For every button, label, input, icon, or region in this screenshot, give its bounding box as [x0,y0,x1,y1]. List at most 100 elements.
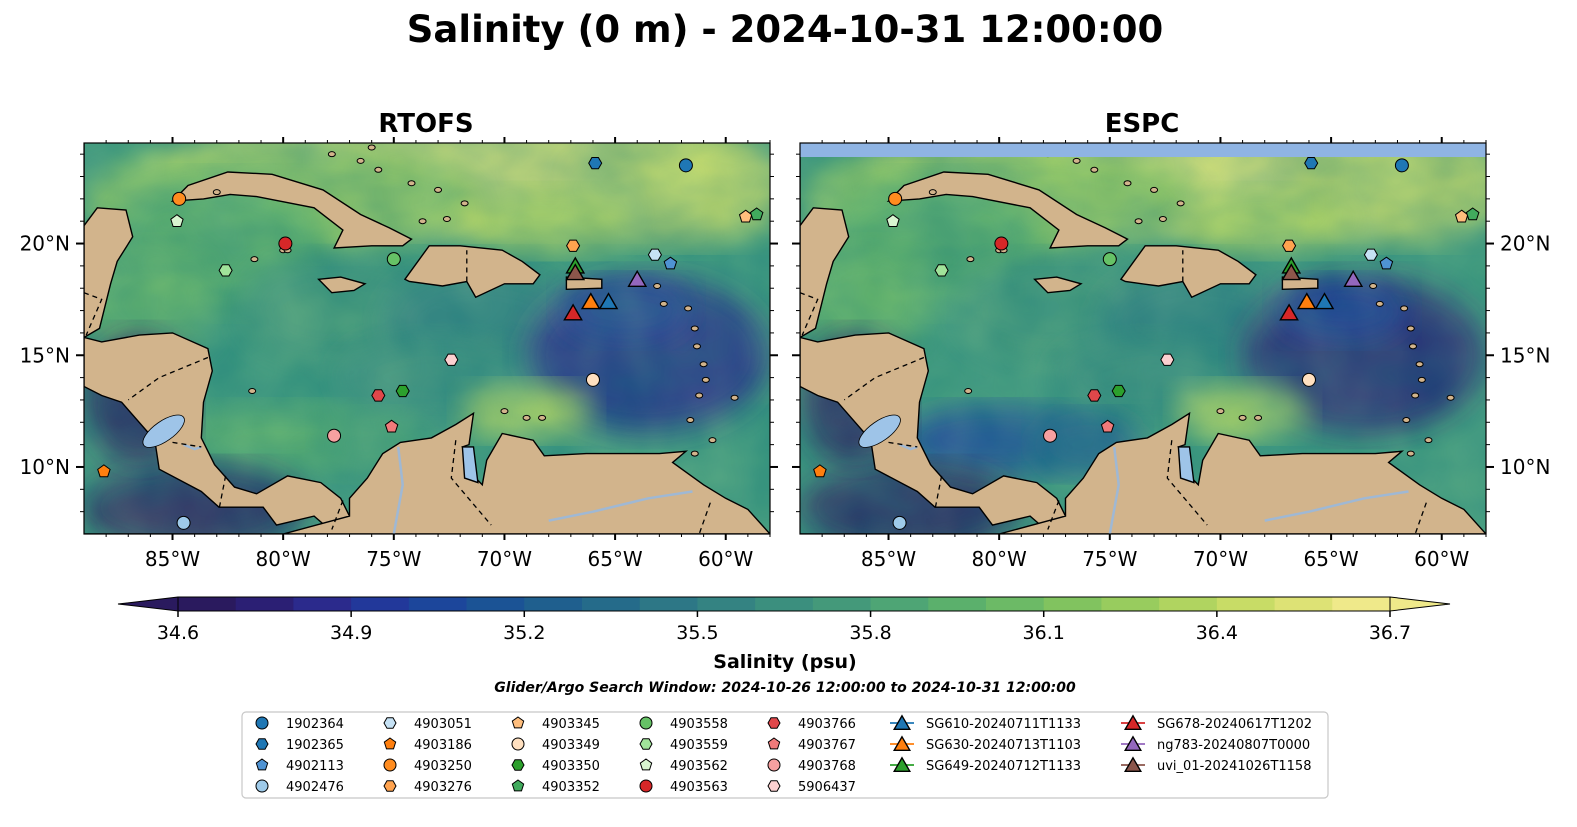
legend-item: 4903276 [383,780,472,795]
marker-SG610-20240711T1133 [598,292,619,310]
legend-label: SG630-20240713T1103 [926,738,1081,753]
y-tick-label: 15°N [1500,343,1550,367]
legend-marker [639,779,653,793]
legend-item: 4903352 [511,779,600,795]
legend: 1902364 1902365 4902113 4902476 4903051 49031… [241,711,1329,799]
legend-item: uvi_01-20241026T1158 [1121,756,1311,774]
legend-label: SG678-20240617T1202 [1157,717,1312,732]
legend-marker [892,735,912,751]
y-tick-label: 10°N [1500,455,1550,479]
legend-item: 4903349 [511,737,600,753]
colorbar-extend-high [1389,596,1451,612]
marker-4903562 [886,214,900,227]
land-mexico [800,143,850,339]
y-tick-label: 15°N [20,343,70,367]
colorbar-tick-label: 36.7 [1369,622,1411,644]
x-tick-label: 60°W [1414,547,1469,571]
legend-label: 4903276 [414,780,472,795]
legend-marker [892,714,912,730]
land-hisp [403,245,541,299]
legend-frame [241,711,1329,799]
marker-4903563 [994,236,1009,251]
x-tick-label: 85°W [145,547,200,571]
colorbar-cell [235,597,294,611]
legend-item: 4903051 [383,717,472,732]
legend-marker [767,758,781,772]
colorbar-cell [466,597,525,611]
map-frame [799,142,1487,535]
legend-item: SG630-20240713T1103 [890,735,1081,753]
legend-label: 4903352 [542,780,600,795]
colorbar-tick-label: 35.8 [849,622,891,644]
colorbar-cell [293,597,352,611]
x-tick-label: 70°W [1193,547,1248,571]
marker-SG630-20240713T1103 [580,292,601,310]
legend-label: 4903558 [670,717,728,732]
marker-4903250 [888,191,903,206]
colorbar-cell [755,597,814,611]
legend-item: 4902113 [255,758,344,774]
lake-maracaibo [1177,446,1195,484]
y-tick-label: 20°N [20,232,70,256]
legend-item: 4903250 [383,758,472,774]
figure-title: Salinity (0 m) - 2024-10-31 12:00:00 [407,8,1163,51]
legend-item: 4902476 [255,779,344,795]
colorbar-cell [986,597,1045,611]
marker-uvi_01-20241026T1158 [565,263,586,281]
legend-label: 5906437 [798,780,856,795]
map-panel-rtofs: RTOFS 85°W 80°W 75°W 70°W 65°W 60°W 20°N 15°N 10… [20,109,778,571]
x-tick-label: 65°W [587,547,642,571]
colorbar-cell [1274,597,1333,611]
marker-1902365 [1304,157,1319,170]
legend-label: 1902364 [286,717,344,732]
colorbar-cell [582,597,641,611]
marker-4903559 [218,264,233,277]
colorbar-tick-label: 34.9 [330,622,372,644]
marker-4903766 [371,389,386,402]
colorbar: 34.6 34.9 35.2 35.5 35.8 36.1 36.4 36.7 Salinit… [117,596,1451,673]
legend-label: 4903350 [542,759,600,774]
colorbar-tick-label: 35.2 [503,622,545,644]
colorbar-cell [1043,597,1102,611]
legend-label: 4903767 [798,738,856,753]
legend-item: ng783-20240807T0000 [1121,735,1310,753]
colorbar-cell [870,597,929,611]
marker-ng783-20240807T0000 [627,269,648,287]
x-tick-label: 75°W [1082,547,1137,571]
marker-4903558 [386,252,401,267]
search-window-caption: Glider/Argo Search Window: 2024-10-26 12… [494,680,1076,696]
marker-4903558 [1102,252,1117,267]
colorbar-cell [351,597,410,611]
colorbar-cell [524,597,583,611]
x-tick-label: 85°W [861,547,916,571]
marker-uvi_01-20241026T1158 [1281,263,1302,281]
marker-4902476 [176,515,191,530]
marker-4903352 [749,207,764,221]
colorbar-label: Salinity (psu) [713,651,856,673]
marker-1902364 [678,158,693,173]
panel-title: RTOFS [378,109,473,139]
legend-label: SG610-20240711T1133 [926,717,1081,732]
land-mexico [84,143,134,339]
marker-4903562 [170,214,184,227]
legend-marker [383,758,397,772]
marker-4903350 [1111,384,1126,398]
legend-item: 5906437 [767,780,856,795]
y-tick-label: 10°N [20,455,70,479]
colorbar-tick-label: 36.1 [1023,622,1065,644]
marker-4902476 [892,515,907,530]
marker-4903349 [1301,372,1316,387]
marker-4902113 [1379,256,1394,270]
marker-ng783-20240807T0000 [1343,269,1364,287]
legend-label: 4903563 [670,780,728,795]
marker-4903768 [1043,428,1058,443]
marker-4903766 [1087,389,1102,402]
legend-marker [639,716,653,730]
land-southam [800,411,1486,534]
no-data-strip [800,143,1486,157]
colorbar-extend-low [117,596,179,612]
legend-item: 4903559 [639,738,728,753]
legend-label: 4903186 [414,738,472,753]
colorbar-cell [928,597,987,611]
